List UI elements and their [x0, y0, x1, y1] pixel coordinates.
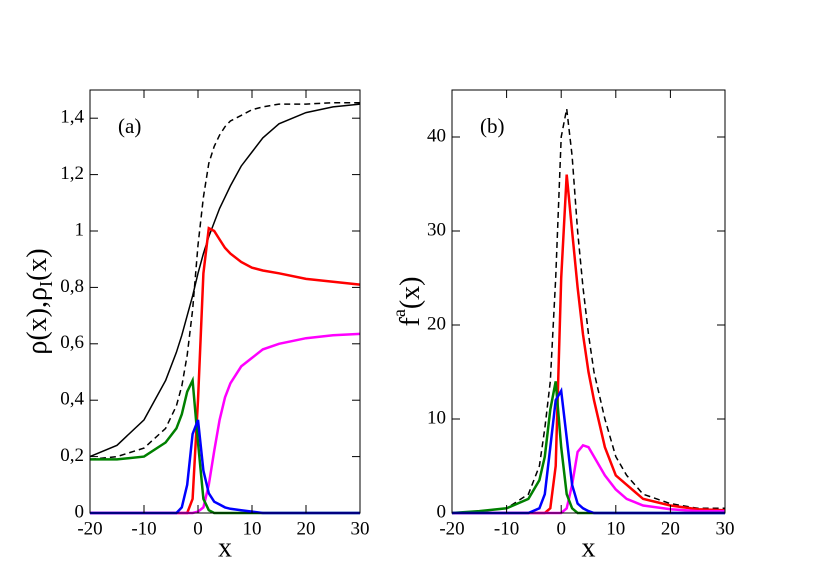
- y-axis-label-part: ρ(x),ρ: [22, 287, 53, 355]
- panel: -20 -10 0 10 20 30 0 10 20 30 40 (b) x fa(x): [389, 89, 735, 563]
- x-tick-label: 30: [351, 518, 370, 539]
- y-tick-label: 1: [75, 219, 85, 240]
- series-line: [90, 332, 361, 515]
- y-tick-label: 0,2: [60, 445, 84, 466]
- series-line: [452, 174, 726, 515]
- panel: -20 -10 0 10 20 30 0 0,2 0,4 0,6 0,8 1 1,2 1,4 (a) x ρ(x…: [22, 89, 370, 563]
- y-tick-label: 0: [75, 501, 85, 522]
- y-axis-label-part: I: [36, 281, 56, 287]
- x-tick-label: 20: [297, 518, 316, 539]
- y-tick-label: 0,4: [60, 389, 84, 410]
- x-tick-label: 30: [716, 518, 735, 539]
- y-tick-label: 10: [427, 407, 446, 428]
- y-tick-label: 0: [437, 501, 447, 522]
- y-axis-label-part: (x): [395, 277, 426, 310]
- x-tick-label: -20: [77, 518, 102, 539]
- y-axis-label-part: a: [389, 309, 409, 317]
- annotation: (b): [480, 114, 505, 138]
- series-line: [451, 108, 725, 514]
- y-tick-label: 0,8: [60, 276, 84, 297]
- series-line: [452, 443, 725, 515]
- series-line: [90, 419, 360, 515]
- x-axis-label: x: [582, 532, 596, 563]
- y-tick-label: 20: [427, 313, 446, 334]
- plot-frame: [89, 89, 361, 514]
- x-tick-label: -10: [131, 518, 156, 539]
- y-axis-label-part: f: [395, 316, 426, 326]
- x-tick-label: -20: [439, 518, 464, 539]
- y-tick-label: 40: [427, 125, 446, 146]
- x-tick-label: 10: [243, 518, 262, 539]
- plot-frame: [451, 89, 726, 514]
- series-line: [452, 386, 725, 515]
- series-line: [90, 226, 361, 515]
- x-tick-label: -10: [494, 518, 519, 539]
- x-tick-label: 10: [606, 518, 625, 539]
- y-axis-label: fa(x): [389, 277, 426, 327]
- x-tick-label: 0: [556, 518, 566, 539]
- series-line: [89, 101, 360, 461]
- x-axis-label: x: [218, 532, 232, 563]
- y-tick-label: 30: [427, 219, 446, 240]
- x-tick-label: 20: [661, 518, 680, 539]
- y-tick-label: 0,6: [60, 332, 84, 353]
- y-tick-label: 1,4: [60, 107, 84, 128]
- x-tick-label: 0: [193, 518, 203, 539]
- y-axis-label-part: (x): [22, 248, 53, 281]
- y-tick-label: 1,2: [60, 163, 84, 184]
- annotation: (a): [118, 114, 141, 138]
- y-axis-label: ρ(x),ρI(x): [22, 248, 56, 354]
